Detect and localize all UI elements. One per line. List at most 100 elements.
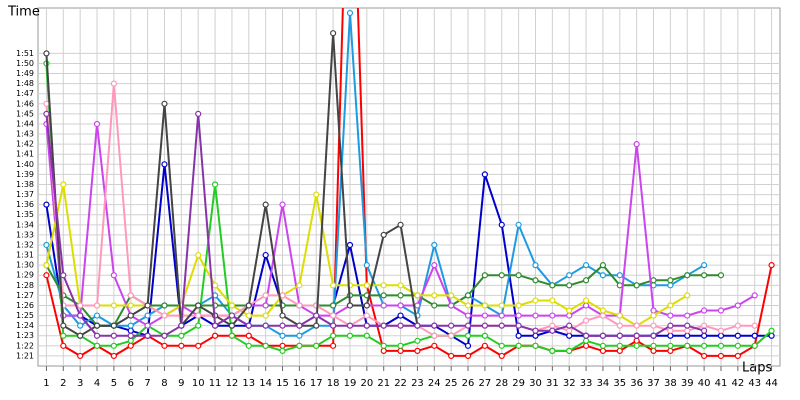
point [498,221,505,228]
y-tick-label: 1:47 [16,89,34,98]
point [414,292,421,299]
y-tick-label: 1:22 [16,341,34,350]
point [481,342,488,349]
point [481,272,488,279]
point [448,352,455,360]
point [566,307,573,314]
point [448,292,455,299]
point [127,302,134,309]
point [650,347,657,354]
x-tick-label: 1 [43,378,49,389]
x-tick-label: 26 [462,378,475,389]
point [768,332,775,339]
point [43,50,50,57]
point [77,352,84,360]
point [599,342,607,349]
point [279,322,286,329]
x-tick-label: 32 [563,378,576,389]
x-tick-label: 10 [192,378,205,389]
point [296,332,303,339]
point [363,282,370,289]
x-tick-label: 3 [77,378,83,389]
point [734,322,741,329]
x-tick-label: 40 [698,378,711,389]
x-tick-label: 19 [344,378,357,389]
point [650,307,657,314]
point [178,332,185,339]
point [582,342,590,349]
point [717,352,725,360]
point [701,262,708,269]
y-tick-label: 1:30 [16,261,34,270]
x-tick-label: 17 [310,378,323,389]
point [481,332,488,339]
point [734,342,741,349]
point [127,327,134,334]
point [43,100,50,107]
x-axis-label: Laps [742,361,772,376]
point [464,322,472,329]
y-tick-label: 1:42 [16,140,34,149]
point [60,181,67,188]
point [161,302,168,309]
point [515,272,522,279]
point [582,277,590,284]
point [195,251,202,259]
point [313,312,320,319]
point [60,332,67,339]
point [144,332,151,339]
point [481,302,488,309]
x-tick-label: 30 [529,378,542,389]
y-tick-label: 1:32 [16,240,34,249]
point [566,327,573,334]
y-tick-label: 1:23 [16,331,34,340]
point [43,262,50,269]
point [599,272,607,279]
y-tick-label: 1:31 [16,251,34,260]
point [279,201,286,208]
x-tick-label: 14 [259,378,272,389]
point [93,332,101,339]
point [498,342,505,349]
point [93,342,101,349]
point [431,342,438,349]
point [667,312,674,319]
x-tick-label: 42 [731,378,744,389]
point [93,312,101,319]
point [93,302,101,309]
point [414,302,421,309]
point [667,277,674,284]
y-tick-label: 1:27 [16,291,34,300]
point [717,307,725,314]
point [363,332,370,339]
point [414,337,421,344]
point [262,201,269,208]
point [161,161,168,168]
point [397,302,404,309]
x-tick-label: 21 [377,378,390,389]
point [633,337,640,344]
point [481,322,488,329]
point [684,342,691,349]
point [582,332,590,339]
x-tick-label: 6 [128,378,134,389]
point [717,342,725,349]
point [397,312,404,319]
x-tick-label: 15 [276,378,289,389]
point [110,302,117,309]
point [650,277,657,284]
point [330,302,337,309]
x-tick-label: 11 [209,378,222,389]
point [616,322,623,329]
point [43,272,50,279]
point [346,332,354,339]
point [650,322,657,329]
point [667,327,674,334]
point [481,171,488,178]
point [498,352,505,360]
point [566,347,573,354]
point [313,342,320,349]
x-tick-label: 39 [681,378,694,389]
point [110,332,117,339]
